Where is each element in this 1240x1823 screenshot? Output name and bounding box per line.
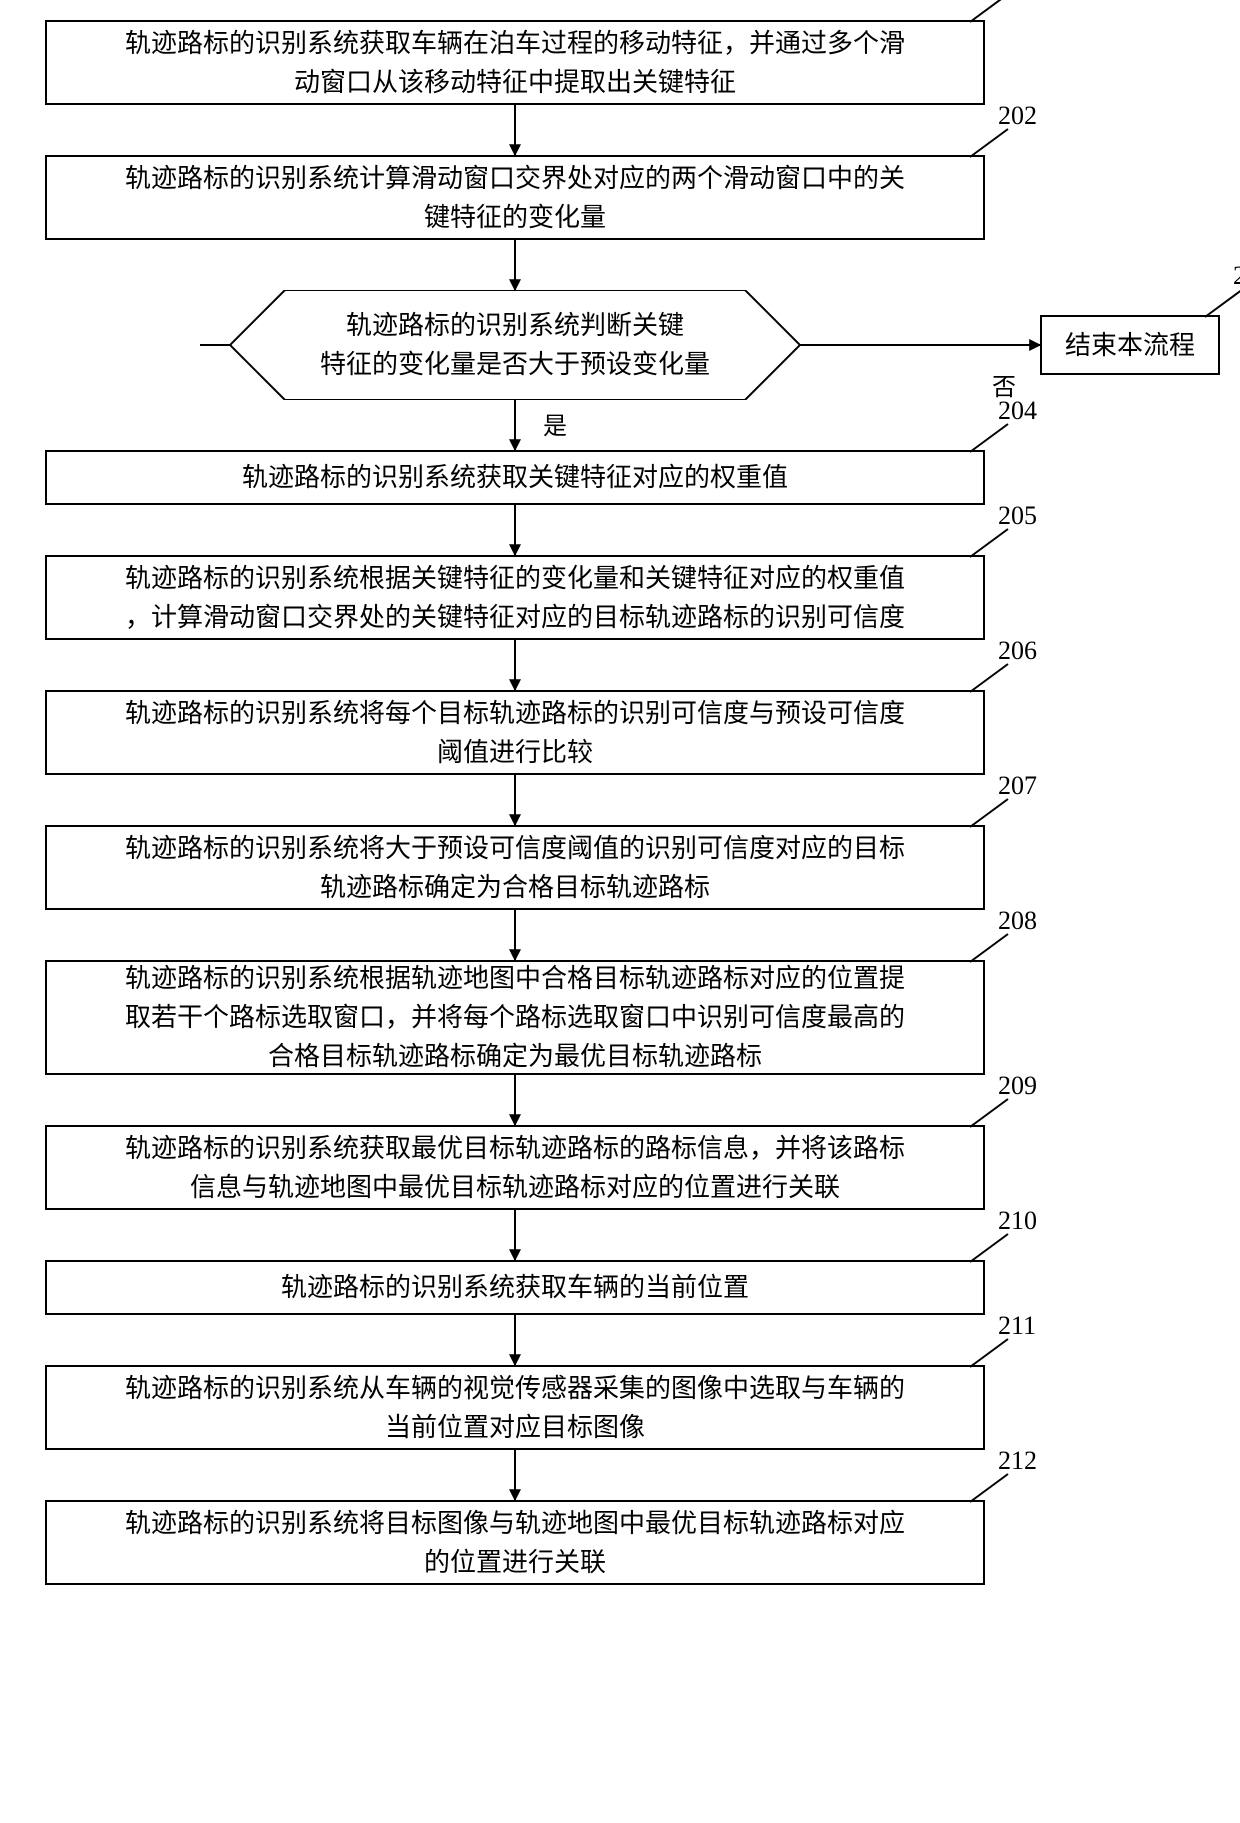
node-text: 轨迹路标的识别系统判断关键 特征的变化量是否大于预设变化量 [287,306,743,384]
flow-node-n205: 轨迹路标的识别系统根据关键特征的变化量和关键特征对应的权重值 ，计算滑动窗口交界… [45,555,985,640]
step-number: 212 [998,1446,1037,1476]
node-text: 轨迹路标的识别系统获取车辆的当前位置 [281,1268,749,1307]
step-number: 204 [998,396,1037,426]
step-number: 210 [998,1206,1037,1236]
flow-node-n204: 轨迹路标的识别系统获取关键特征对应的权重值 [45,450,985,505]
node-text: 轨迹路标的识别系统计算滑动窗口交界处对应的两个滑动窗口中的关 键特征的变化量 [125,159,905,237]
flow-node-n201: 轨迹路标的识别系统获取车辆在泊车过程的移动特征，并通过多个滑 动窗口从该移动特征… [45,20,985,105]
edge-label-yes: 是 [543,406,567,441]
flowchart-canvas: 轨迹路标的识别系统获取车辆在泊车过程的移动特征，并通过多个滑 动窗口从该移动特征… [0,0,1240,1823]
step-number: 206 [998,636,1037,666]
step-number: 202 [998,101,1037,131]
step-number: 208 [998,906,1037,936]
flow-node-n202: 轨迹路标的识别系统计算滑动窗口交界处对应的两个滑动窗口中的关 键特征的变化量 [45,155,985,240]
node-text: 轨迹路标的识别系统将大于预设可信度阈值的识别可信度对应的目标 轨迹路标确定为合格… [125,829,905,907]
step-number: 211 [998,1311,1036,1341]
flow-node-n206: 轨迹路标的识别系统将每个目标轨迹路标的识别可信度与预设可信度 阈值进行比较 [45,690,985,775]
node-text: 轨迹路标的识别系统获取车辆在泊车过程的移动特征，并通过多个滑 动窗口从该移动特征… [125,24,905,102]
step-number: 205 [998,501,1037,531]
step-number: 203 [1233,261,1240,291]
flow-node-n208: 轨迹路标的识别系统根据轨迹地图中合格目标轨迹路标对应的位置提 取若干个路标选取窗… [45,960,985,1075]
step-number: 209 [998,1071,1037,1101]
node-text: 轨迹路标的识别系统根据轨迹地图中合格目标轨迹路标对应的位置提 取若干个路标选取窗… [125,959,905,1076]
flow-node-n210: 轨迹路标的识别系统获取车辆的当前位置 [45,1260,985,1315]
flow-decision-n203: 轨迹路标的识别系统判断关键 特征的变化量是否大于预设变化量 [230,290,800,400]
node-text: 轨迹路标的识别系统获取关键特征对应的权重值 [242,458,788,497]
node-text: 轨迹路标的识别系统获取最优目标轨迹路标的路标信息，并将该路标 信息与轨迹地图中最… [125,1129,905,1207]
node-text: 轨迹路标的识别系统将每个目标轨迹路标的识别可信度与预设可信度 阈值进行比较 [125,694,905,772]
flow-node-n212: 轨迹路标的识别系统将目标图像与轨迹地图中最优目标轨迹路标对应 的位置进行关联 [45,1500,985,1585]
flow-node-n209: 轨迹路标的识别系统获取最优目标轨迹路标的路标信息，并将该路标 信息与轨迹地图中最… [45,1125,985,1210]
flow-node-n207: 轨迹路标的识别系统将大于预设可信度阈值的识别可信度对应的目标 轨迹路标确定为合格… [45,825,985,910]
flow-node-n211: 轨迹路标的识别系统从车辆的视觉传感器采集的图像中选取与车辆的 当前位置对应目标图… [45,1365,985,1450]
step-number: 207 [998,771,1037,801]
flow-node-nend: 结束本流程 [1040,315,1220,375]
node-text: 轨迹路标的识别系统从车辆的视觉传感器采集的图像中选取与车辆的 当前位置对应目标图… [125,1369,905,1447]
node-text: 结束本流程 [1065,326,1195,365]
node-text: 轨迹路标的识别系统将目标图像与轨迹地图中最优目标轨迹路标对应 的位置进行关联 [125,1504,905,1582]
node-text: 轨迹路标的识别系统根据关键特征的变化量和关键特征对应的权重值 ，计算滑动窗口交界… [125,559,905,637]
